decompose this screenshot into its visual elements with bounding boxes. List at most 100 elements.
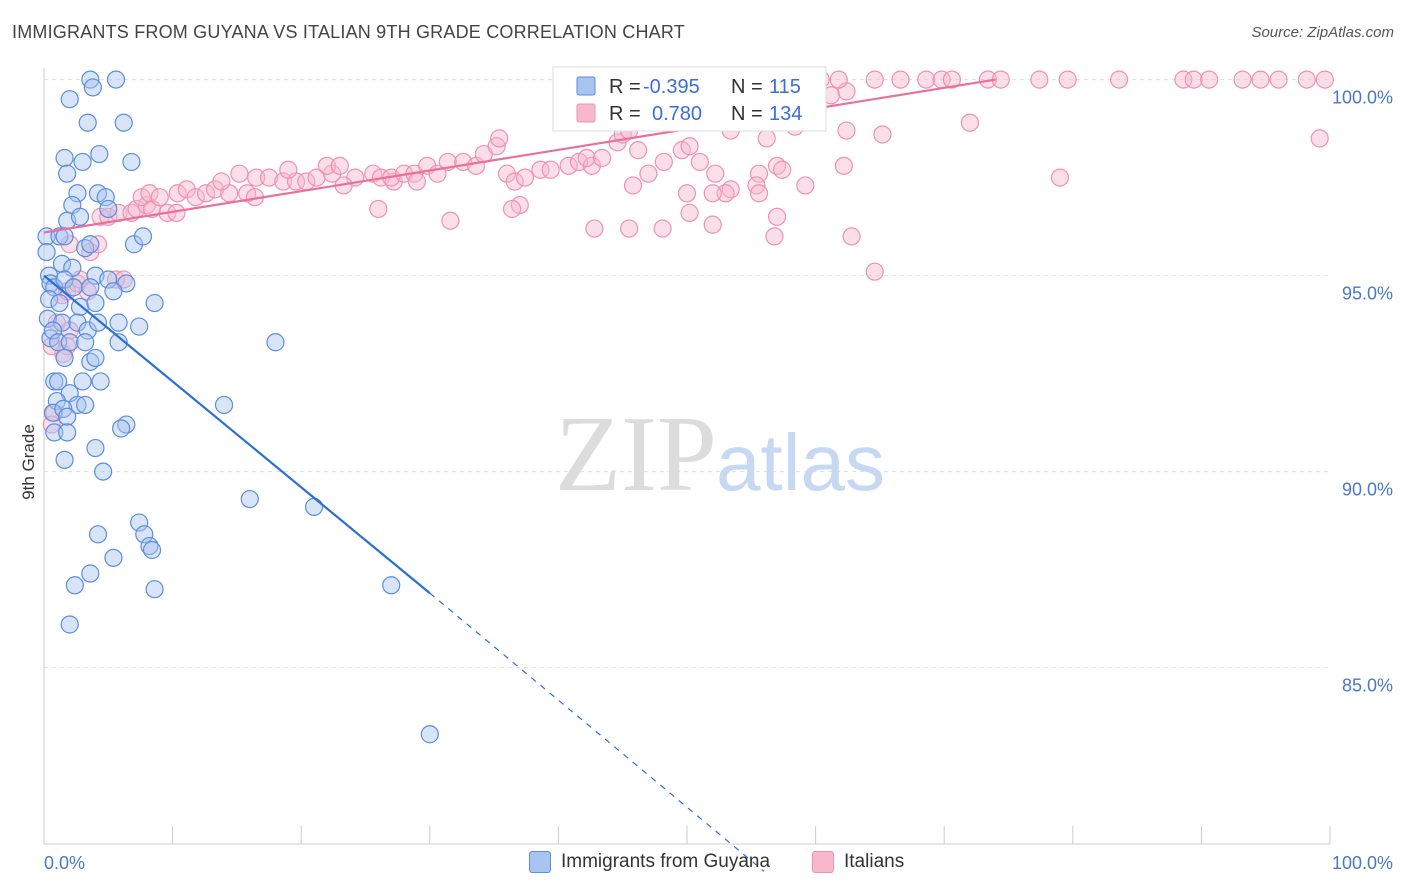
y-axis-label: 9th Grade bbox=[19, 424, 38, 500]
italians-point bbox=[842, 227, 861, 246]
italians-point bbox=[593, 148, 612, 168]
italians-point bbox=[917, 70, 936, 89]
italians-point bbox=[196, 184, 216, 203]
guyana-point bbox=[58, 164, 77, 183]
y-tick-label-1: 95.0% bbox=[1342, 284, 1393, 304]
guyana-point bbox=[240, 489, 259, 509]
italians-point bbox=[505, 172, 524, 191]
guyana-point bbox=[83, 78, 102, 97]
legend-swatch-guyana bbox=[576, 76, 596, 96]
italians-point bbox=[865, 262, 884, 281]
legend-item-italians[interactable]: Italians bbox=[812, 851, 904, 873]
guyana-point bbox=[104, 548, 123, 567]
guyana-point bbox=[43, 403, 63, 422]
guyana-point bbox=[130, 513, 149, 532]
legend-r-label-1: R = bbox=[609, 76, 641, 98]
guyana-point bbox=[55, 148, 74, 168]
italians-point bbox=[1251, 70, 1270, 89]
italians-point bbox=[749, 184, 769, 203]
guyana-point bbox=[266, 333, 285, 352]
italians-point bbox=[1050, 168, 1070, 187]
guyana-point bbox=[68, 184, 87, 203]
italians-point bbox=[515, 168, 535, 187]
guyana-point bbox=[55, 227, 74, 246]
legend-r-value-2: 0.780 bbox=[652, 103, 702, 125]
italians-point bbox=[834, 156, 853, 175]
guyana-trend-extension bbox=[429, 592, 765, 872]
italians-swatch-icon bbox=[812, 851, 834, 873]
italians-point bbox=[168, 184, 187, 203]
legend-r-label-2: R = bbox=[609, 103, 641, 125]
guyana-point bbox=[55, 348, 74, 368]
guyana-point bbox=[76, 395, 95, 415]
guyana-point bbox=[99, 270, 118, 289]
italians-point bbox=[978, 70, 998, 89]
chart-title: IMMIGRANTS FROM GUYANA VS ITALIAN 9TH GR… bbox=[12, 22, 685, 42]
guyana-point bbox=[38, 309, 57, 328]
italians-point bbox=[140, 184, 159, 203]
guyana-point bbox=[106, 70, 126, 89]
guyana-point bbox=[45, 423, 64, 442]
italians-point bbox=[330, 156, 349, 175]
italians-point bbox=[186, 188, 205, 207]
axes bbox=[43, 68, 1331, 845]
italians-point bbox=[942, 70, 962, 89]
italians-point bbox=[891, 70, 910, 89]
guyana-point bbox=[58, 407, 77, 426]
guyana-point bbox=[145, 293, 164, 313]
italians-point bbox=[407, 172, 427, 191]
guyana-point bbox=[86, 348, 105, 368]
legend-item-guyana[interactable]: Immigrants from Guyana bbox=[529, 851, 770, 873]
italians-point bbox=[259, 168, 279, 187]
italians-point bbox=[274, 172, 293, 191]
guyana-point bbox=[382, 576, 401, 595]
guyana-point bbox=[109, 333, 128, 352]
italians-point bbox=[106, 270, 126, 289]
guyana-point bbox=[64, 278, 83, 297]
italians-point bbox=[150, 188, 169, 207]
guyana-point bbox=[43, 321, 63, 340]
guyana-point bbox=[60, 90, 79, 109]
italians-point bbox=[677, 184, 697, 203]
italians-point bbox=[690, 152, 709, 172]
guyana-point bbox=[91, 372, 110, 391]
italians-point bbox=[503, 199, 522, 219]
guyana-point bbox=[73, 152, 92, 172]
guyana-point bbox=[60, 615, 79, 634]
italians-point bbox=[1315, 70, 1334, 89]
legend-n-label-2: N = bbox=[731, 103, 763, 125]
italians-point bbox=[1174, 70, 1193, 89]
legend-n-value-2: 134 bbox=[769, 103, 802, 125]
italians-point bbox=[623, 176, 643, 195]
guyana-point bbox=[78, 113, 97, 132]
guyana-point bbox=[50, 293, 69, 313]
guyana-point bbox=[133, 227, 153, 246]
guyana-point bbox=[70, 207, 90, 226]
correlation-legend: R = -0.395 N = 115 R = 0.780 N = 134 bbox=[552, 66, 827, 132]
italians-point bbox=[91, 207, 110, 226]
legend-swatch-italians bbox=[576, 103, 596, 123]
guyana-point bbox=[94, 462, 113, 481]
guyana-point bbox=[88, 525, 108, 544]
y-tick-label-0: 100.0% bbox=[1332, 88, 1393, 108]
italians-point bbox=[317, 156, 337, 175]
guyana-point bbox=[73, 372, 92, 391]
italians-point bbox=[497, 164, 517, 183]
italians-point bbox=[441, 211, 460, 230]
legend-box bbox=[552, 66, 827, 132]
italians-point bbox=[490, 129, 509, 148]
watermark: ZIP atlas bbox=[555, 395, 885, 514]
italians-point bbox=[703, 184, 722, 203]
italians-point bbox=[230, 164, 249, 183]
guyana-point bbox=[109, 313, 128, 332]
legend-n-label-1: N = bbox=[731, 76, 763, 98]
guyana-point bbox=[104, 282, 123, 301]
guyana-point bbox=[52, 254, 72, 273]
italians-point bbox=[680, 203, 699, 222]
italians-point bbox=[865, 70, 884, 89]
guyana-point bbox=[60, 333, 79, 352]
guyana-point bbox=[81, 564, 100, 583]
guyana-point bbox=[88, 313, 108, 332]
guyana-point bbox=[420, 725, 439, 744]
italians-point bbox=[585, 219, 604, 238]
